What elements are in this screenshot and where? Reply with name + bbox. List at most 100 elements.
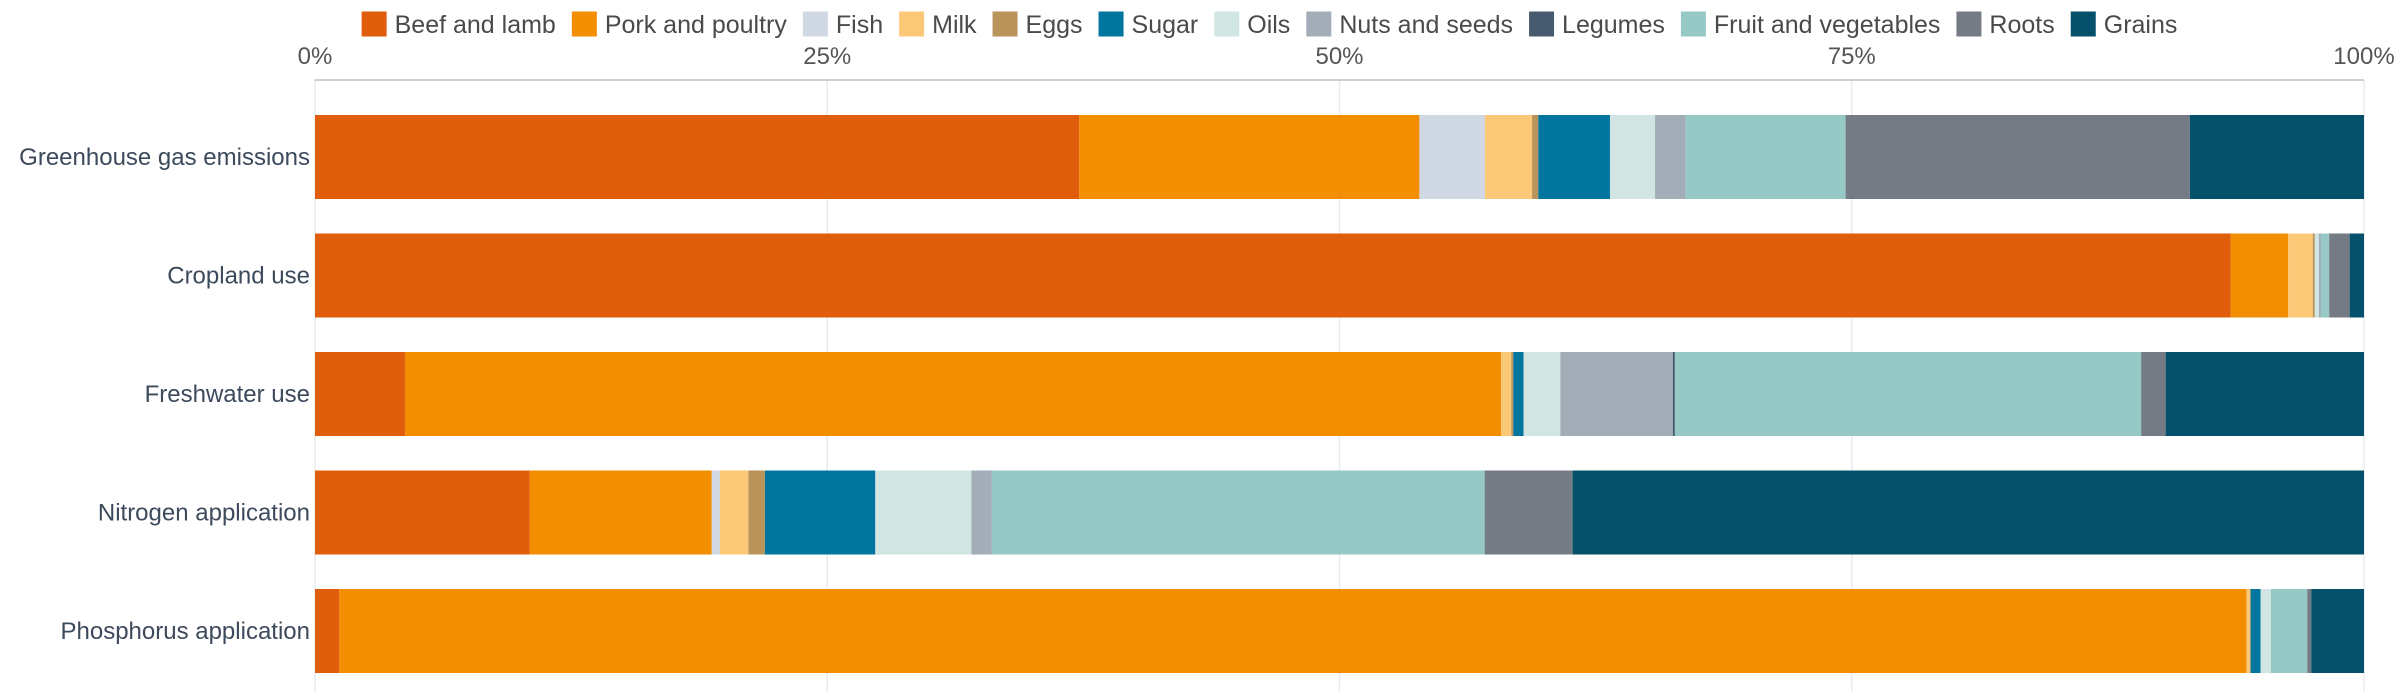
legend-item-fruit-and-vegetables: Fruit and vegetables	[1680, 11, 1941, 39]
row-label-greenhouse-gas-emissions: Greenhouse gas emissions	[19, 144, 310, 171]
legend-swatch-grains	[2070, 11, 2096, 37]
x-tick-label-0: 0%	[298, 43, 333, 70]
bar-segment-freshwater-use-milk	[1501, 352, 1512, 436]
legend-swatch-sugar	[1098, 11, 1124, 37]
bar-segment-freshwater-use-roots	[2141, 352, 2166, 436]
bar-segment-greenhouse-gas-emissions-fruit-and-vegetables	[1685, 115, 1846, 199]
bar-segment-nitrogen-application-roots	[1484, 470, 1573, 555]
bar-segment-greenhouse-gas-emissions-beef-and-lamb	[315, 115, 1080, 199]
legend-swatch-pork-and-poultry	[571, 11, 597, 37]
legend-swatch-fruit-and-vegetables	[1680, 11, 1706, 37]
bar-segment-greenhouse-gas-emissions-fish	[1419, 115, 1485, 199]
bar-segment-nitrogen-application-grains	[1572, 470, 2364, 555]
legend-swatch-beef-and-lamb	[361, 11, 387, 37]
bar-segment-phosphorus-application-sugar	[2250, 589, 2261, 673]
row-label-nitrogen-application: Nitrogen application	[98, 500, 310, 527]
y-axis-category-labels: Greenhouse gas emissions Cropland use Fres…	[19, 144, 310, 645]
legend-label-sugar: Sugar	[1132, 11, 1199, 39]
bar-segment-nitrogen-application-fish	[711, 470, 720, 555]
legend-item-nuts-and-seeds: Nuts and seeds	[1306, 11, 1513, 39]
bar-segment-freshwater-use-eggs	[1511, 352, 1514, 436]
bar-segment-freshwater-use-fruit-and-vegetables	[1674, 352, 2142, 436]
bar-segment-nitrogen-application-pork-and-poultry	[529, 470, 712, 555]
bar-segment-nitrogen-application-milk	[719, 470, 749, 555]
legend-label-oils: Oils	[1247, 11, 1290, 39]
x-tick-label-25: 25%	[803, 43, 851, 70]
row-label-cropland-use: Cropland use	[167, 263, 310, 290]
row-label-phosphorus-application: Phosphorus application	[60, 618, 310, 645]
legend-label-beef-and-lamb: Beef and lamb	[395, 11, 556, 39]
legend-item-oils: Oils	[1214, 11, 1290, 39]
bar-segment-freshwater-use-beef-and-lamb	[315, 352, 405, 436]
bar-segment-cropland-use-pork-and-poultry	[2230, 233, 2289, 318]
bar-segment-phosphorus-application-oils	[2260, 589, 2271, 673]
bar-segment-nitrogen-application-eggs	[748, 470, 765, 555]
legend-label-fruit-and-vegetables: Fruit and vegetables	[1714, 11, 1941, 39]
legend-label-pork-and-poultry: Pork and poultry	[605, 11, 788, 39]
legend-item-pork-and-poultry: Pork and poultry	[571, 11, 788, 39]
bar-segment-greenhouse-gas-emissions-milk	[1484, 115, 1533, 199]
bar-segment-freshwater-use-nuts-and-seeds	[1560, 352, 1673, 436]
x-tick-label-75: 75%	[1828, 43, 1876, 70]
legend-item-legumes: Legumes	[1529, 11, 1665, 39]
legend-item-sugar: Sugar	[1098, 11, 1199, 39]
bar-segment-freshwater-use-pork-and-poultry	[404, 352, 1502, 436]
bar-segment-cropland-use-beef-and-lamb	[315, 233, 2231, 318]
bar-segment-cropland-use-roots	[2329, 233, 2350, 318]
x-tick-label-50: 50%	[1315, 43, 1363, 70]
bar-segment-cropland-use-eggs	[2312, 233, 2315, 318]
bar-segment-greenhouse-gas-emissions-oils	[1609, 115, 1656, 199]
bar-segment-phosphorus-application-beef-and-lamb	[315, 589, 340, 673]
bar-segment-greenhouse-gas-emissions-roots	[1845, 115, 2190, 199]
bar-segment-phosphorus-application-pork-and-poultry	[339, 589, 2247, 673]
bar-segment-greenhouse-gas-emissions-nuts-and-seeds	[1655, 115, 1686, 199]
bar-segment-nitrogen-application-nuts-and-seeds	[971, 470, 992, 555]
bar-segment-nitrogen-application-beef-and-lamb	[315, 470, 530, 555]
row-label-freshwater-use: Freshwater use	[145, 381, 310, 408]
bar-segment-greenhouse-gas-emissions-sugar	[1538, 115, 1610, 199]
bar-segment-greenhouse-gas-emissions-eggs	[1532, 115, 1539, 199]
bar-segment-cropland-use-nuts-and-seeds	[2318, 233, 2321, 318]
bar-segment-nitrogen-application-sugar	[764, 470, 876, 555]
legend-label-nuts-and-seeds: Nuts and seeds	[1339, 11, 1513, 39]
bar-segment-phosphorus-application-grains	[2311, 589, 2364, 673]
bar-segment-greenhouse-gas-emissions-pork-and-poultry	[1079, 115, 1420, 199]
bar-segment-freshwater-use-legumes	[1672, 352, 1675, 436]
chart-bars	[315, 115, 2364, 673]
legend-item-eggs: Eggs	[992, 11, 1083, 39]
legend-item-grains: Grains	[2070, 11, 2178, 39]
legend-label-milk: Milk	[932, 11, 977, 39]
bar-segment-nitrogen-application-oils	[875, 470, 972, 555]
legend-item-beef-and-lamb: Beef and lamb	[361, 11, 556, 39]
chart-legend: Beef and lamb Pork and poultry Fish Milk Egg…	[361, 11, 2178, 39]
legend-item-fish: Fish	[802, 11, 883, 39]
legend-label-grains: Grains	[2104, 11, 2178, 39]
legend-swatch-oils	[1214, 11, 1240, 37]
legend-swatch-fish	[802, 11, 828, 37]
bar-segment-cropland-use-oils	[2314, 233, 2319, 318]
legend-swatch-nuts-and-seeds	[1306, 11, 1332, 37]
bar-segment-cropland-use-grains	[2349, 233, 2364, 318]
bar-segment-nitrogen-application-fruit-and-vegetables	[991, 470, 1485, 555]
legend-swatch-legumes	[1529, 11, 1555, 37]
legend-label-legumes: Legumes	[1562, 11, 1665, 39]
legend-swatch-roots	[1956, 11, 1982, 37]
legend-label-fish: Fish	[836, 11, 883, 39]
bar-segment-phosphorus-application-fruit-and-vegetables	[2270, 589, 2308, 673]
bar-segment-freshwater-use-sugar	[1513, 352, 1524, 436]
legend-swatch-eggs	[992, 11, 1018, 37]
bar-segment-cropland-use-fruit-and-vegetables	[2320, 233, 2330, 318]
bar-segment-phosphorus-application-milk	[2246, 589, 2251, 673]
bar-segment-greenhouse-gas-emissions-grains	[2189, 115, 2364, 199]
legend-label-roots: Roots	[1989, 11, 2054, 39]
x-tick-label-100: 100%	[2333, 43, 2394, 70]
legend-swatch-milk	[899, 11, 925, 37]
bar-segment-cropland-use-milk	[2288, 233, 2313, 318]
legend-item-milk: Milk	[899, 11, 977, 39]
legend-label-eggs: Eggs	[1026, 11, 1083, 39]
legend-item-roots: Roots	[1956, 11, 2055, 39]
bar-segment-freshwater-use-grains	[2165, 352, 2364, 436]
bar-segment-phosphorus-application-roots	[2307, 589, 2312, 673]
x-axis-ticks: 0% 25% 50% 75% 100%	[298, 43, 2395, 81]
